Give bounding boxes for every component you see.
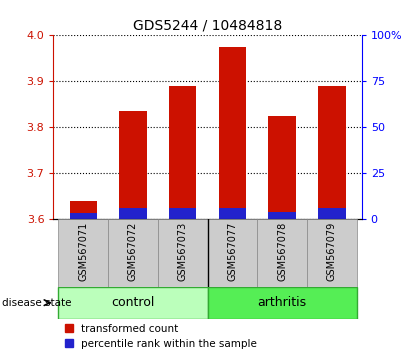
Bar xyxy=(268,212,296,219)
Bar xyxy=(219,208,246,219)
Title: GDS5244 / 10484818: GDS5244 / 10484818 xyxy=(133,19,282,33)
Text: GSM567078: GSM567078 xyxy=(277,222,287,281)
Text: GSM567079: GSM567079 xyxy=(327,222,337,281)
Bar xyxy=(58,287,208,319)
Legend: transformed count, percentile rank within the sample: transformed count, percentile rank withi… xyxy=(65,324,257,349)
Bar xyxy=(219,47,246,219)
Text: GSM567071: GSM567071 xyxy=(78,222,88,281)
Text: GSM567072: GSM567072 xyxy=(128,222,138,281)
Bar xyxy=(307,219,357,287)
Bar xyxy=(58,219,108,287)
Bar xyxy=(69,201,97,219)
Bar xyxy=(119,208,147,219)
Bar xyxy=(119,112,147,219)
Bar xyxy=(257,219,307,287)
Text: arthritis: arthritis xyxy=(258,296,307,309)
Bar xyxy=(169,208,196,219)
Bar xyxy=(169,86,196,219)
Text: GSM567077: GSM567077 xyxy=(227,222,238,281)
Text: disease state: disease state xyxy=(2,298,72,308)
Text: GSM567073: GSM567073 xyxy=(178,222,188,281)
Text: control: control xyxy=(111,296,155,309)
Bar xyxy=(158,219,208,287)
Bar xyxy=(318,86,346,219)
Bar xyxy=(268,116,296,219)
Bar xyxy=(208,219,257,287)
Bar xyxy=(108,219,158,287)
Bar xyxy=(208,287,357,319)
Bar xyxy=(318,208,346,219)
Bar xyxy=(69,212,97,219)
